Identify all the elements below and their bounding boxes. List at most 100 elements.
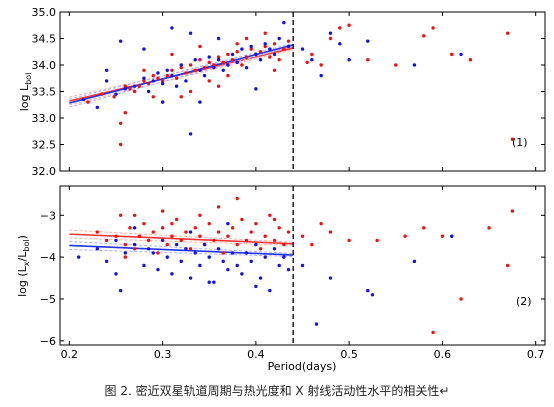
data-point-red	[272, 217, 277, 222]
data-point-blue	[207, 55, 211, 59]
data-point-red	[160, 209, 165, 213]
data-point-red	[468, 58, 473, 62]
data-point-red	[188, 89, 193, 94]
data-point-blue	[268, 47, 272, 51]
data-point-red	[240, 217, 244, 222]
data-point-blue	[188, 230, 193, 234]
data-point-red	[422, 34, 426, 38]
data-point-red	[146, 238, 151, 243]
data-point-red	[184, 71, 188, 75]
data-point-blue	[207, 280, 211, 284]
data-point-blue	[156, 71, 160, 75]
data-point-red	[207, 79, 211, 83]
data-point-red	[328, 230, 333, 234]
data-point-red	[338, 26, 342, 30]
y-tick-label: 34.0	[32, 59, 57, 72]
y-tick-label: 33.5	[32, 86, 57, 99]
data-point-red	[249, 230, 253, 234]
data-point-blue	[244, 251, 249, 255]
data-point-red	[226, 234, 230, 238]
data-point-red	[137, 84, 141, 88]
panel-luminosity: 32.0 32.5 33.0 33.5 34.0 34.5 35.0 (1) log Lbo…	[18, 6, 546, 178]
y-tick-label: −4	[40, 251, 56, 264]
y-tick-label: −6	[40, 335, 56, 348]
data-point-red	[118, 121, 123, 126]
data-point-blue	[226, 221, 230, 226]
data-point-red	[123, 84, 127, 88]
data-point-blue	[165, 255, 169, 259]
data-point-red	[394, 63, 398, 67]
data-point-blue	[118, 39, 123, 43]
data-point-red	[142, 68, 146, 73]
fit-band-blue	[69, 248, 294, 258]
data-point-blue	[142, 263, 146, 268]
y-tick-label: 32.5	[32, 139, 57, 152]
data-point-blue	[76, 255, 81, 259]
y-tick-label: 33.0	[32, 112, 57, 125]
x-tick-label: 0.6	[434, 348, 452, 361]
data-point-blue	[230, 52, 235, 57]
data-point-blue	[328, 276, 333, 280]
data-point-red	[258, 247, 263, 251]
data-point-blue	[300, 47, 305, 51]
data-point-red	[160, 79, 165, 83]
fit-band-blue	[69, 240, 294, 255]
data-point-blue	[104, 79, 109, 83]
x-tick-label: 0.4	[247, 348, 265, 361]
data-point-blue	[240, 47, 244, 51]
data-point-blue	[221, 68, 225, 73]
data-point-blue	[188, 31, 193, 35]
data-point-blue	[104, 259, 109, 264]
data-point-blue	[366, 39, 370, 43]
data-point-red	[118, 142, 123, 147]
data-point-blue	[216, 36, 221, 41]
data-point-blue	[235, 263, 239, 268]
data-point-red	[198, 213, 202, 217]
data-point-red	[170, 52, 174, 57]
data-point-blue	[328, 31, 333, 35]
data-point-blue	[174, 84, 179, 88]
data-point-blue	[272, 247, 277, 251]
data-point-blue	[277, 263, 281, 268]
data-point-blue	[226, 267, 230, 272]
x-tick-label: 0.5	[340, 348, 358, 361]
data-point-blue	[207, 255, 211, 259]
data-point-red	[128, 226, 132, 230]
data-point-red	[156, 76, 160, 80]
data-point-blue	[198, 100, 202, 104]
data-point-blue	[263, 255, 267, 259]
data-point-blue	[81, 97, 86, 102]
data-point-blue	[282, 255, 286, 259]
y-tick-label: 34.5	[32, 33, 57, 46]
data-point-red	[146, 81, 151, 86]
data-point-red	[440, 234, 445, 238]
data-point-blue	[412, 63, 417, 67]
panel-2-fit-lines	[69, 229, 294, 258]
data-point-blue	[249, 259, 253, 264]
data-point-blue	[254, 87, 258, 91]
data-point-red	[510, 137, 515, 141]
data-point-blue	[221, 259, 225, 264]
data-point-red	[123, 255, 127, 259]
data-point-blue	[310, 58, 314, 62]
data-point-blue	[254, 284, 258, 289]
data-point-red	[142, 221, 146, 226]
data-point-blue	[95, 247, 100, 251]
data-point-red	[505, 31, 510, 35]
data-point-red	[142, 79, 146, 83]
data-point-blue	[104, 68, 109, 73]
data-point-red	[221, 60, 225, 65]
data-point-red	[86, 100, 90, 104]
data-point-red	[254, 221, 258, 226]
data-point-blue	[286, 44, 291, 49]
data-point-blue	[188, 276, 193, 280]
x-tick-label: 0.2	[61, 348, 79, 361]
data-point-blue	[179, 259, 183, 264]
data-point-blue	[156, 267, 160, 272]
data-point-blue	[188, 132, 193, 136]
panel-1-ticks: 32.0 32.5 33.0 33.5 34.0 34.5 35.0	[32, 6, 545, 178]
data-point-red	[328, 36, 333, 41]
fit-band-red	[69, 229, 294, 243]
data-point-blue	[118, 288, 123, 293]
data-point-red	[137, 234, 141, 238]
